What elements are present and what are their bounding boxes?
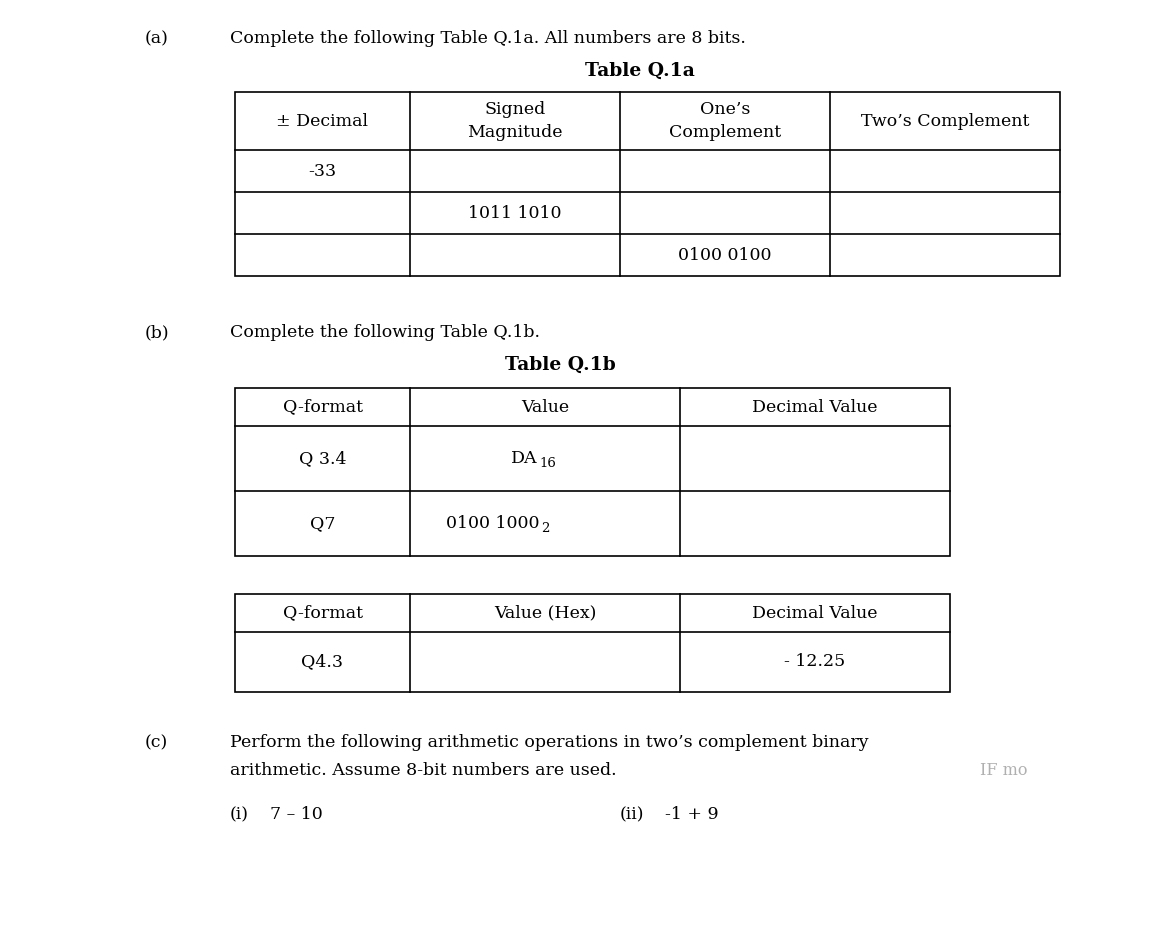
Text: (b): (b) xyxy=(145,324,170,341)
Text: -1 + 9: -1 + 9 xyxy=(665,806,718,823)
Text: Value: Value xyxy=(521,398,569,416)
Text: Q 3.4: Q 3.4 xyxy=(298,450,346,467)
Text: Signed
Magnitude: Signed Magnitude xyxy=(467,102,563,141)
Text: Decimal Value: Decimal Value xyxy=(752,605,878,621)
Text: 16: 16 xyxy=(539,457,556,470)
Text: 7 – 10: 7 – 10 xyxy=(270,806,323,823)
Text: Table Q.1b: Table Q.1b xyxy=(504,356,615,374)
Text: ± Decimal: ± Decimal xyxy=(276,112,369,130)
Text: 2: 2 xyxy=(541,522,550,535)
Text: One’s
Complement: One’s Complement xyxy=(669,102,782,141)
Text: Complete the following Table Q.1b.: Complete the following Table Q.1b. xyxy=(230,324,541,341)
Text: Decimal Value: Decimal Value xyxy=(752,398,878,416)
Text: (i): (i) xyxy=(230,806,249,823)
Bar xyxy=(235,92,1060,276)
Text: 1011 1010: 1011 1010 xyxy=(468,205,562,221)
Text: Value (Hex): Value (Hex) xyxy=(494,605,597,621)
Text: Q-format: Q-format xyxy=(282,398,363,416)
Bar xyxy=(235,388,950,556)
Text: 0100 0100: 0100 0100 xyxy=(679,246,772,264)
Text: 0100 1000: 0100 1000 xyxy=(446,515,539,532)
Text: (c): (c) xyxy=(145,734,168,751)
Text: Table Q.1a: Table Q.1a xyxy=(585,62,695,80)
Text: Q4.3: Q4.3 xyxy=(302,654,344,670)
Text: DA: DA xyxy=(510,450,537,467)
Text: Perform the following arithmetic operations in two’s complement binary: Perform the following arithmetic operati… xyxy=(230,734,868,751)
Text: (ii): (ii) xyxy=(620,806,645,823)
Text: Q7: Q7 xyxy=(310,515,336,532)
Text: Complete the following Table Q.1a. All numbers are 8 bits.: Complete the following Table Q.1a. All n… xyxy=(230,30,746,47)
Text: arithmetic. Assume 8-bit numbers are used.: arithmetic. Assume 8-bit numbers are use… xyxy=(230,762,617,779)
Bar xyxy=(235,594,950,692)
Text: -33: -33 xyxy=(309,162,337,180)
Text: (a): (a) xyxy=(145,30,168,47)
Text: IF mo: IF mo xyxy=(980,762,1027,779)
Text: Q-format: Q-format xyxy=(282,605,363,621)
Text: Two’s Complement: Two’s Complement xyxy=(861,112,1030,130)
Text: - 12.25: - 12.25 xyxy=(784,654,846,670)
